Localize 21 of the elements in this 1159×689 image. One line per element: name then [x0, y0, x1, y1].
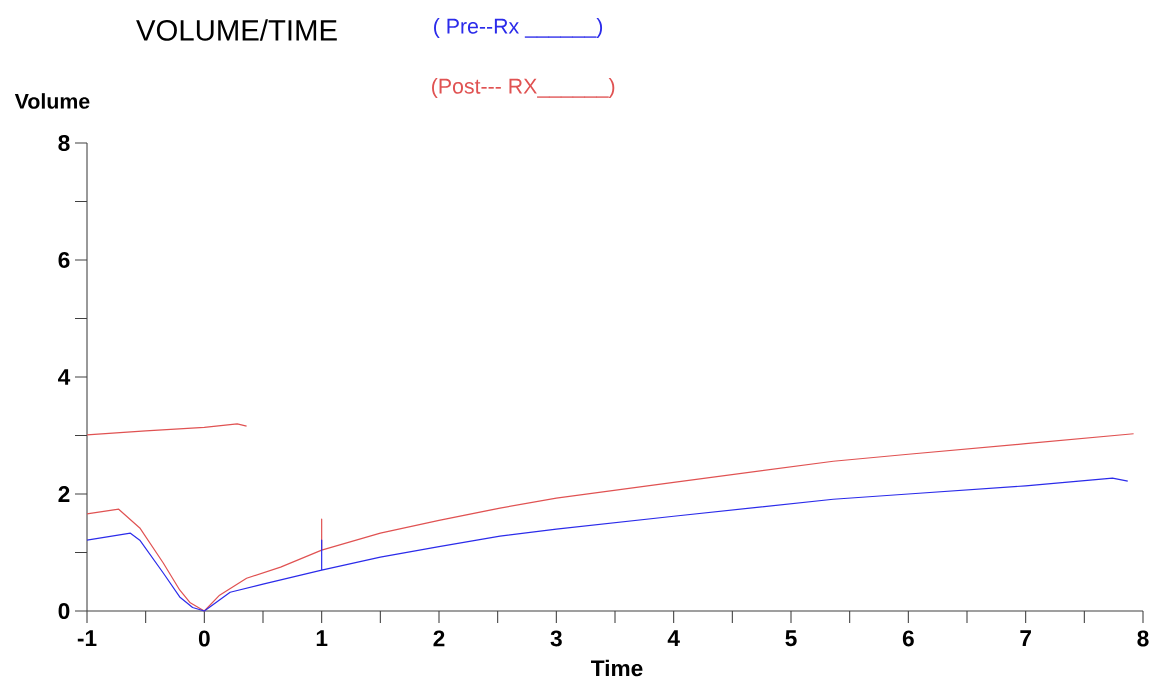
x-tick-label: 2	[433, 630, 445, 647]
y-tick-label: 0	[58, 602, 70, 620]
x-tick-label: 3	[550, 630, 562, 647]
line-series	[86, 477, 1129, 612]
text: ( Pre--Rx ______)	[434, 18, 603, 38]
chart-title: VOLUME/TIME	[136, 19, 337, 41]
y-tick-label: 4	[58, 369, 71, 385]
y-tick-label: 6	[58, 251, 70, 269]
y-tick-label: 2	[58, 486, 70, 502]
y-tick-label: 8	[58, 134, 70, 152]
x-tick-label: 8	[1137, 630, 1149, 647]
x-tick-label: -1	[77, 630, 97, 646]
x-tick-label: 4	[667, 630, 680, 646]
x-tick-label: 0	[198, 630, 210, 647]
x-axis-title: Time	[591, 659, 643, 677]
x-tick-label: 7	[1020, 630, 1031, 646]
x-tick-label: 1	[316, 630, 328, 646]
x-tick-label: 6	[902, 630, 914, 647]
text: (Post--- RX______)	[432, 78, 615, 98]
x-tick-label: 5	[785, 630, 797, 647]
y-axis-title: Volume	[14, 93, 90, 109]
